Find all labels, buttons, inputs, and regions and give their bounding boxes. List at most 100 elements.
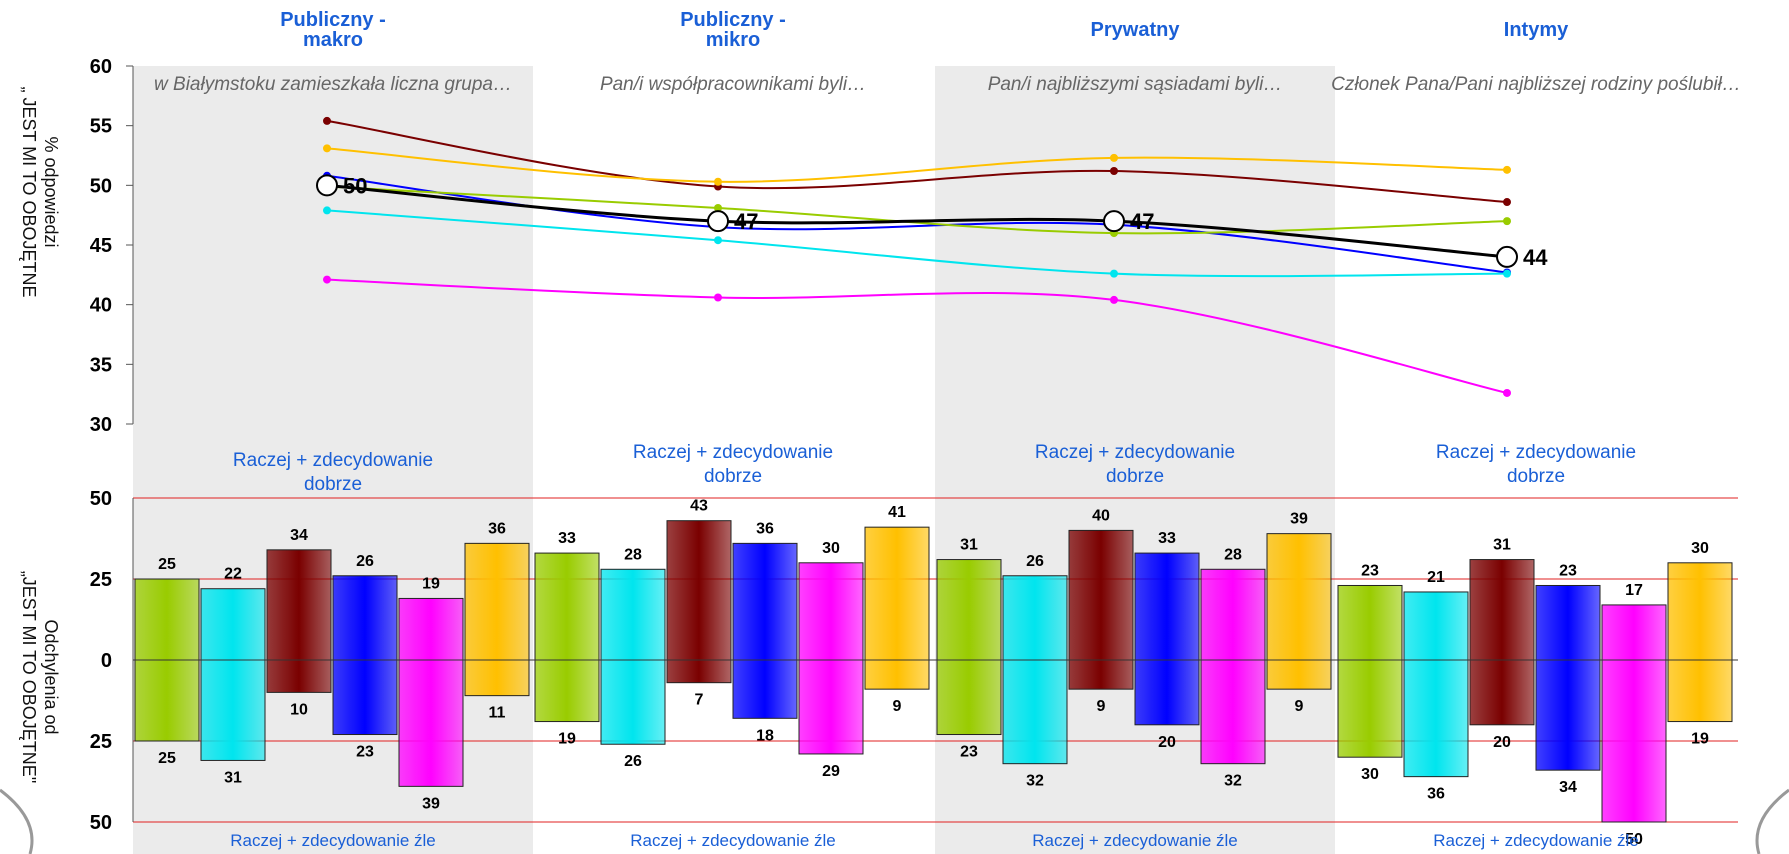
average-point — [1496, 245, 1518, 268]
bar-2-6 — [864, 526, 930, 690]
bad-label-3: Raczej + zdecydowanie źle — [1032, 831, 1238, 850]
bar-label-negative: 19 — [1691, 731, 1709, 748]
series-point — [1110, 269, 1118, 278]
bar-label-positive: 36 — [756, 520, 774, 537]
average-point-label: 47 — [1130, 209, 1154, 234]
group-header-1: Publiczny - makro — [280, 9, 386, 51]
bottom-axis-label-line1: Odchylenia od — [41, 619, 61, 735]
bar-4-2 — [1403, 591, 1469, 778]
bar-label-positive: 43 — [690, 498, 708, 515]
line-y-tick-label: 50 — [90, 175, 112, 197]
average-point-label: 50 — [343, 173, 367, 198]
bar-y-tick-label: 0 — [101, 650, 112, 672]
line-y-tick-label: 55 — [90, 116, 112, 138]
bar-label-positive: 31 — [1493, 537, 1511, 554]
series-point — [1110, 295, 1118, 304]
bar-label-positive: 23 — [1361, 562, 1379, 579]
series-point — [323, 275, 331, 284]
line-y-tick-label: 35 — [90, 354, 112, 376]
bar-3-6 — [1266, 533, 1332, 690]
bar-4-5 — [1601, 604, 1667, 823]
bar-label-negative: 19 — [558, 731, 576, 748]
bar-2-3 — [666, 520, 732, 684]
bar-label-positive: 26 — [1026, 553, 1044, 570]
bar-y-tick-label: 50 — [90, 812, 112, 834]
bottom-axis-label: Odchylenia od „JEST MI TO OBOJĘTNE" — [18, 527, 62, 827]
average-point-label: 44 — [1523, 245, 1548, 270]
frame-corner-right — [1755, 788, 1789, 854]
bar-2-4 — [732, 542, 798, 719]
bar-label-negative: 20 — [1493, 734, 1511, 751]
frame-corner-left — [0, 788, 34, 854]
series-line-2 — [326, 147, 1508, 183]
average-point — [707, 210, 729, 233]
bar-label-positive: 23 — [1559, 562, 1577, 579]
bar-3-2 — [1002, 575, 1068, 765]
bar-label-positive: 40 — [1092, 507, 1110, 524]
good-label-3: Raczej + zdecydowanie dobrze — [1035, 442, 1235, 487]
bad-label-2: Raczej + zdecydowanie źle — [630, 831, 836, 850]
series-point — [714, 236, 722, 245]
bar-label-negative: 9 — [1295, 698, 1304, 715]
bar-label-positive: 19 — [422, 575, 440, 592]
bar-2-5 — [798, 562, 864, 755]
bar-3-1 — [936, 559, 1002, 736]
good-label-4: Raczej + zdecydowanie dobrze — [1436, 442, 1636, 487]
series-point — [323, 116, 331, 125]
question-text-3: Pan/i najbliższymi sąsiadami byli… — [988, 74, 1283, 95]
bar-1-5 — [398, 597, 464, 787]
bar-1-2 — [200, 588, 266, 761]
average-point-label: 47 — [734, 209, 758, 234]
series-line-6 — [326, 278, 1508, 394]
series-point — [714, 204, 722, 213]
bar-label-positive: 17 — [1625, 582, 1643, 599]
bar-label-negative: 9 — [1097, 698, 1106, 715]
bad-label-1: Raczej + zdecydowanie źle — [230, 831, 436, 850]
bar-label-negative: 50 — [1625, 831, 1643, 848]
bar-label-negative: 26 — [624, 753, 642, 770]
line-y-tick-label: 60 — [90, 56, 112, 78]
series-point — [1110, 153, 1118, 162]
bar-label-negative: 20 — [1158, 734, 1176, 751]
bar-label-negative: 29 — [822, 763, 840, 780]
series-point — [1503, 165, 1511, 174]
bar-label-negative: 10 — [290, 701, 308, 718]
bar-y-tick-label: 50 — [90, 488, 112, 510]
bar-1-3 — [266, 549, 332, 693]
bar-label-positive: 30 — [1691, 540, 1709, 557]
bar-3-3 — [1068, 529, 1134, 690]
bar-3-4 — [1134, 552, 1200, 726]
bar-4-3 — [1469, 559, 1535, 726]
bar-label-negative: 9 — [893, 698, 902, 715]
bar-label-positive: 26 — [356, 553, 374, 570]
series-point — [1503, 217, 1511, 226]
average-point — [1103, 210, 1125, 233]
bar-label-positive: 22 — [224, 566, 242, 583]
bar-label-negative: 25 — [158, 750, 176, 767]
bar-1-4 — [332, 575, 398, 736]
bar-label-positive: 41 — [888, 504, 906, 521]
bar-4-6 — [1667, 562, 1733, 723]
question-text-2: Pan/i współpracownikami byli… — [600, 74, 866, 95]
series-point — [1503, 198, 1511, 207]
question-text-4: Członek Pana/Pani najbliższej rodziny po… — [1331, 74, 1741, 95]
bar-label-negative: 18 — [756, 727, 774, 744]
bar-label-negative: 32 — [1026, 773, 1044, 790]
series-line-1 — [326, 119, 1508, 204]
series-point — [323, 144, 331, 153]
bar-label-negative: 7 — [695, 692, 704, 709]
series-point — [714, 177, 722, 186]
top-axis-label: % odpowiedzi „ JEST MI TO OBOJĘTNE — [18, 42, 62, 342]
series-line-3 — [326, 174, 1508, 274]
series-point — [714, 293, 722, 302]
series-line-5 — [326, 209, 1508, 278]
group-header-3: Prywatny — [1090, 19, 1180, 41]
bar-2-2 — [600, 568, 666, 745]
good-label-1: Raczej + zdecydowanie dobrze — [233, 450, 433, 495]
bar-label-negative: 23 — [356, 744, 374, 761]
bar-3-5 — [1200, 568, 1266, 765]
bar-label-negative: 39 — [422, 795, 440, 812]
bar-label-positive: 33 — [558, 530, 576, 547]
line-y-tick-label: 45 — [90, 235, 112, 257]
